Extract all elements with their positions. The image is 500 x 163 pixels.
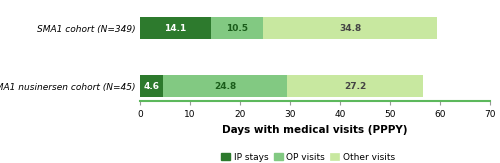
Bar bbox=[287, 75, 423, 97]
Text: 34.8: 34.8 bbox=[339, 24, 361, 33]
Text: 4.6: 4.6 bbox=[144, 82, 160, 90]
X-axis label: Days with medical visits (PPPY): Days with medical visits (PPPY) bbox=[222, 125, 408, 135]
Bar bbox=[210, 17, 263, 39]
Text: 24.8: 24.8 bbox=[214, 82, 236, 90]
Text: 27.2: 27.2 bbox=[344, 82, 366, 90]
Text: 10.5: 10.5 bbox=[226, 24, 248, 33]
Legend: IP stays, OP visits, Other visits: IP stays, OP visits, Other visits bbox=[218, 149, 398, 163]
Bar bbox=[163, 75, 287, 97]
Bar bbox=[140, 17, 210, 39]
Bar bbox=[263, 17, 437, 39]
Bar bbox=[140, 75, 163, 97]
Text: 14.1: 14.1 bbox=[164, 24, 186, 33]
